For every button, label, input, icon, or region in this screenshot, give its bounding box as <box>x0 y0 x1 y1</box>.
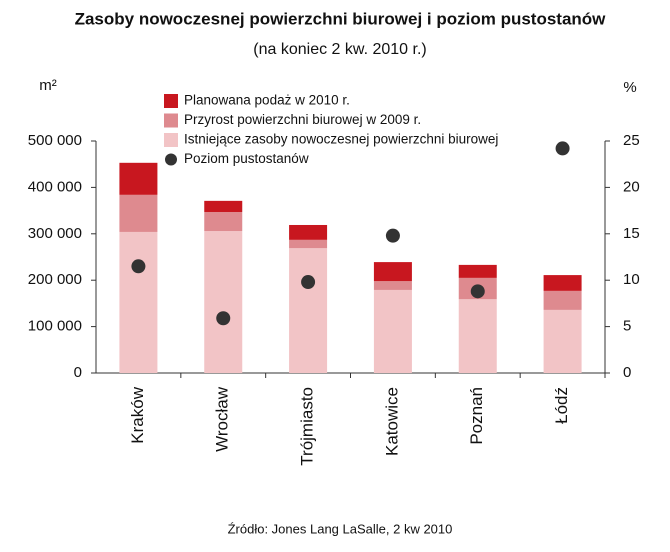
y-axis-label: m² <box>39 77 57 94</box>
bar-segment <box>289 224 328 240</box>
legend-label: Poziom pustostanów <box>184 151 309 166</box>
chart-title: Zasoby nowoczesnej powierzchni biurowej … <box>75 9 607 28</box>
vacancy-dot <box>216 311 231 326</box>
legend-symbol <box>164 113 178 128</box>
vacancy-dot <box>301 275 316 290</box>
y-tick-label: 100 000 <box>28 318 82 335</box>
bar-segment <box>543 290 582 310</box>
bar-segment <box>204 231 243 373</box>
y-tick-label: 400 000 <box>28 178 82 195</box>
y-tick-label: 300 000 <box>28 225 82 242</box>
y2-tick-label: 10 <box>623 271 640 288</box>
x-tick-label: Katowice <box>382 387 401 456</box>
bar-segment <box>373 281 412 290</box>
bar-segment <box>119 162 158 195</box>
y-tick-label: 0 <box>74 364 82 381</box>
y2-tick-label: 15 <box>623 225 640 242</box>
x-tick-label: Poznań <box>467 387 486 445</box>
bar-segment <box>543 275 582 291</box>
legend-symbol <box>164 94 178 108</box>
legend-symbol <box>164 133 178 147</box>
bar-segment <box>119 231 158 373</box>
y2-tick-label: 25 <box>623 132 640 149</box>
bar-segment <box>204 211 243 232</box>
bar-segment <box>373 262 412 282</box>
vacancy-dot <box>131 259 146 274</box>
legend-symbol <box>165 153 177 166</box>
vacancy-dot <box>470 284 485 299</box>
vacancy-dot <box>385 228 400 243</box>
y-tick-label: 200 000 <box>28 271 82 288</box>
y2-tick-label: 20 <box>623 178 640 195</box>
x-tick-label: Wrocław <box>213 386 232 452</box>
legend-label: Istniejące zasoby nowoczesnej powierzchn… <box>184 132 498 147</box>
x-tick-label: Trójmiasto <box>298 387 317 466</box>
bar-segment <box>373 289 412 373</box>
y2-tick-label: 5 <box>623 318 631 335</box>
vacancy-dot <box>555 141 570 156</box>
legend-label: Przyrost powierzchni biurowej w 2009 r. <box>184 112 421 127</box>
bar-segment <box>119 194 158 232</box>
chart-subtitle: (na koniec 2 kw. 2010 r.) <box>253 41 426 58</box>
legend-label: Planowana podaż w 2010 r. <box>184 93 350 108</box>
y2-axis-label: % <box>623 79 636 96</box>
bar-segment <box>289 239 328 249</box>
y-tick-label: 500 000 <box>28 132 82 149</box>
x-tick-label: Kraków <box>128 386 147 443</box>
bar-segment <box>289 248 328 373</box>
source-note: Źródło: Jones Lang LaSalle, 2 kw 2010 <box>228 521 453 536</box>
bar-segment <box>458 264 497 278</box>
bar-segment <box>204 200 243 212</box>
bar-segment <box>458 299 497 373</box>
y2-tick-label: 0 <box>623 364 631 381</box>
bar-segment <box>543 309 582 373</box>
x-tick-label: Łódź <box>552 387 571 424</box>
